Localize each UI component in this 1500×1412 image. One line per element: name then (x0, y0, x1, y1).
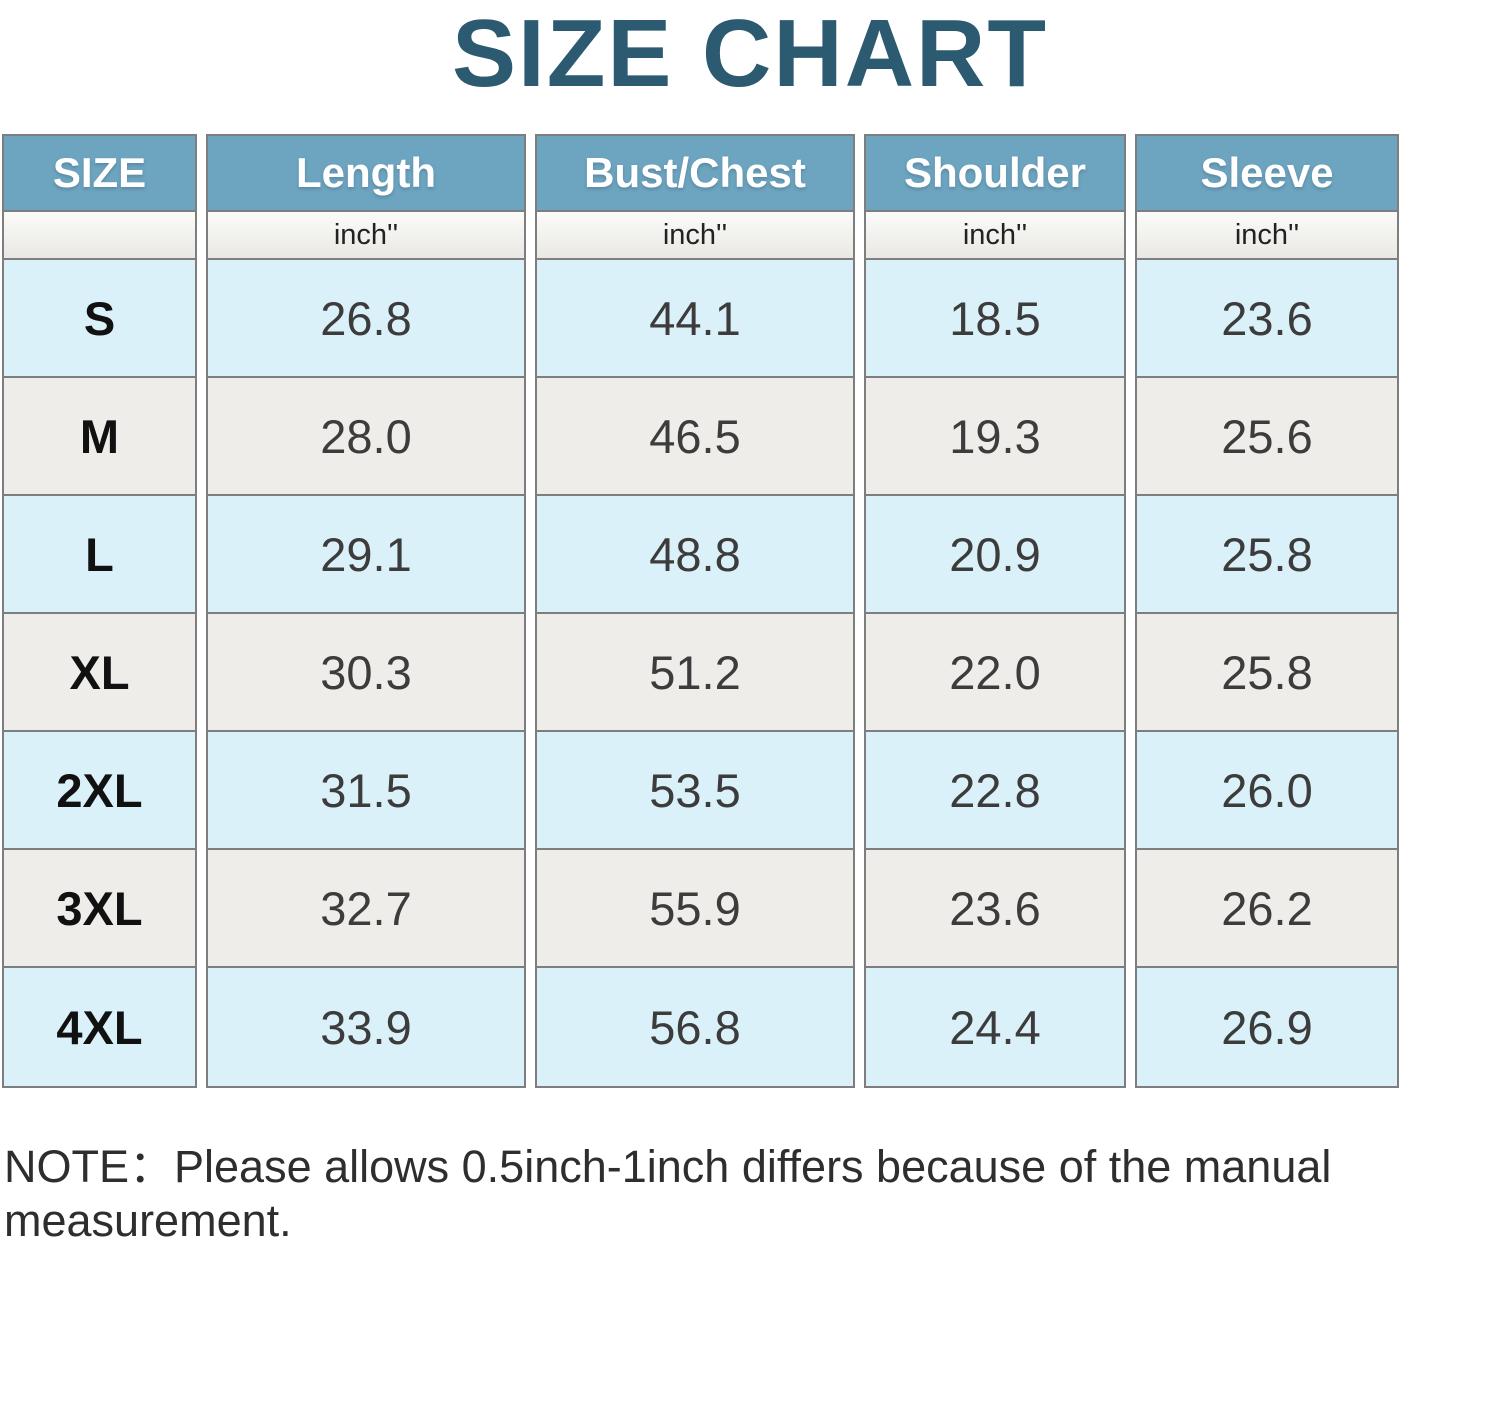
column-shoulder: Shoulder inch'' 18.5 19.3 20.9 22.0 22.8 23.6 24… (864, 134, 1126, 1088)
column-size: SIZE S M L XL 2XL 3XL 4XL (2, 134, 197, 1088)
size-chart-page: SIZE CHART SIZE S M L XL 2XL 3XL 4XL Length inch'… (2, 0, 1500, 1246)
value-cell: 24.4 (866, 968, 1124, 1086)
value-cell: 46.5 (537, 378, 853, 496)
value-cell: 19.3 (866, 378, 1124, 496)
unit-cell: inch'' (866, 212, 1124, 260)
value-cell: 25.8 (1137, 496, 1397, 614)
value-cell: 26.8 (208, 260, 524, 378)
page-title: SIZE CHART (452, 0, 1048, 107)
value-cell: 53.5 (537, 732, 853, 850)
value-cell: 29.1 (208, 496, 524, 614)
size-cell: 3XL (4, 850, 195, 968)
value-cell: 26.9 (1137, 968, 1397, 1086)
note-text: NOTE：Please allows 0.5inch-1inch differs… (4, 1141, 1332, 1246)
unit-cell (4, 212, 195, 260)
column-header: SIZE (4, 136, 195, 212)
value-cell: 23.6 (1137, 260, 1397, 378)
size-cell: L (4, 496, 195, 614)
size-table: SIZE S M L XL 2XL 3XL 4XL Length inch'' 26.8 28.0 29… (2, 134, 1500, 1088)
column-header: Shoulder (866, 136, 1124, 212)
value-cell: 23.6 (866, 850, 1124, 968)
unit-cell: inch'' (537, 212, 853, 260)
column-header: Sleeve (1137, 136, 1397, 212)
value-cell: 32.7 (208, 850, 524, 968)
unit-cell: inch'' (1137, 212, 1397, 260)
value-cell: 25.8 (1137, 614, 1397, 732)
value-cell: 33.9 (208, 968, 524, 1086)
column-header: Length (208, 136, 524, 212)
value-cell: 20.9 (866, 496, 1124, 614)
value-cell: 22.8 (866, 732, 1124, 850)
column-sleeve: Sleeve inch'' 23.6 25.6 25.8 25.8 26.0 26.2 26.9 (1135, 134, 1399, 1088)
unit-cell: inch'' (208, 212, 524, 260)
value-cell: 30.3 (208, 614, 524, 732)
size-cell: 4XL (4, 968, 195, 1086)
size-cell: XL (4, 614, 195, 732)
value-cell: 56.8 (537, 968, 853, 1086)
value-cell: 48.8 (537, 496, 853, 614)
column-header: Bust/Chest (537, 136, 853, 212)
value-cell: 25.6 (1137, 378, 1397, 496)
value-cell: 28.0 (208, 378, 524, 496)
value-cell: 26.2 (1137, 850, 1397, 968)
value-cell: 22.0 (866, 614, 1124, 732)
value-cell: 44.1 (537, 260, 853, 378)
value-cell: 26.0 (1137, 732, 1397, 850)
value-cell: 31.5 (208, 732, 524, 850)
size-cell: M (4, 378, 195, 496)
value-cell: 55.9 (537, 850, 853, 968)
value-cell: 18.5 (866, 260, 1124, 378)
size-cell: S (4, 260, 195, 378)
column-bust-chest: Bust/Chest inch'' 44.1 46.5 48.8 51.2 53.5 55.9… (535, 134, 855, 1088)
size-cell: 2XL (4, 732, 195, 850)
column-length: Length inch'' 26.8 28.0 29.1 30.3 31.5 32.7 33.9 (206, 134, 526, 1088)
value-cell: 51.2 (537, 614, 853, 732)
